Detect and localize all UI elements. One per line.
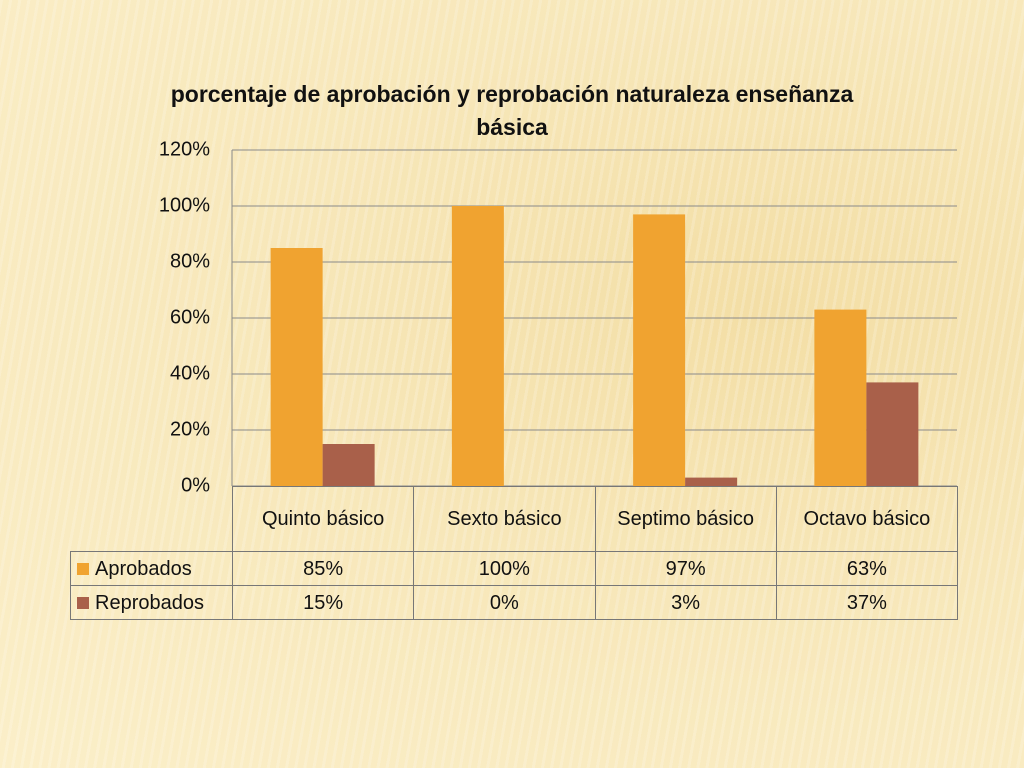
bar: [866, 382, 919, 486]
legend-label: Reprobados: [95, 591, 204, 614]
bar: [814, 309, 867, 486]
category-cell: Sexto básico: [413, 486, 596, 552]
value-cell: 100%: [413, 551, 596, 586]
category-cell: Septimo básico: [594, 486, 777, 552]
value-cell: 37%: [775, 585, 958, 620]
value-cell: 15%: [232, 585, 415, 620]
y-tick-label: 120%: [159, 138, 210, 160]
category-cell: Octavo básico: [775, 486, 958, 552]
value-cell: 63%: [775, 551, 958, 586]
legend-label: Aprobados: [95, 557, 192, 580]
chart-title: porcentaje de aprobación y reprobación n…: [170, 81, 854, 140]
bar: [633, 214, 686, 486]
bar: [322, 444, 375, 486]
legend-cell: Aprobados: [70, 551, 233, 586]
value-cell: 0%: [413, 585, 596, 620]
y-tick-label: 20%: [170, 418, 210, 440]
category-cell: Quinto básico: [232, 486, 415, 552]
y-tick-label: 80%: [170, 250, 210, 272]
legend-key: [77, 596, 89, 609]
value-cell: 3%: [594, 585, 777, 620]
y-tick-label: 0%: [181, 474, 210, 496]
legend-key: [77, 562, 89, 575]
legend-cell: Reprobados: [70, 585, 233, 620]
y-tick-label: 60%: [170, 306, 210, 328]
bar: [685, 477, 738, 486]
bar: [270, 248, 323, 486]
bar: [451, 206, 504, 486]
y-tick-label: 100%: [159, 194, 210, 216]
value-cell: 97%: [594, 551, 777, 586]
value-cell: 85%: [232, 551, 415, 586]
y-tick-label: 40%: [170, 362, 210, 384]
